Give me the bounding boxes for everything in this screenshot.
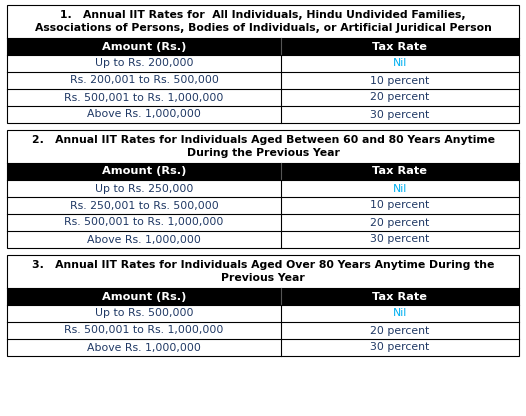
Text: Tax Rate: Tax Rate	[372, 166, 428, 176]
Text: Above Rs. 1,000,000: Above Rs. 1,000,000	[87, 109, 201, 119]
Text: Above Rs. 1,000,000: Above Rs. 1,000,000	[87, 342, 201, 352]
Text: Amount (Rs.): Amount (Rs.)	[102, 42, 186, 52]
Text: Up to Rs. 250,000: Up to Rs. 250,000	[95, 183, 193, 193]
Text: Nil: Nil	[393, 183, 407, 193]
Text: 10 percent: 10 percent	[370, 201, 430, 210]
Text: 30 percent: 30 percent	[370, 342, 430, 352]
Text: 1.   Annual IIT Rates for  All Individuals, Hindu Undivided Families,
Associatio: 1. Annual IIT Rates for All Individuals,…	[35, 10, 491, 33]
Bar	[7, 288, 519, 305]
Text: Rs. 500,001 to Rs. 1,000,000: Rs. 500,001 to Rs. 1,000,000	[64, 325, 224, 335]
Text: Nil: Nil	[393, 309, 407, 319]
Text: Above Rs. 1,000,000: Above Rs. 1,000,000	[87, 235, 201, 245]
Text: Up to Rs. 500,000: Up to Rs. 500,000	[95, 309, 193, 319]
Bar	[7, 38, 519, 55]
Text: Rs. 500,001 to Rs. 1,000,000: Rs. 500,001 to Rs. 1,000,000	[64, 92, 224, 102]
Text: 3.   Annual IIT Rates for Individuals Aged Over 80 Years Anytime During the
Prev: 3. Annual IIT Rates for Individuals Aged…	[32, 260, 494, 283]
Text: Tax Rate: Tax Rate	[372, 42, 428, 52]
Bar	[7, 130, 519, 248]
Text: Nil: Nil	[393, 59, 407, 69]
Text: 30 percent: 30 percent	[370, 235, 430, 245]
Text: Rs. 250,001 to Rs. 500,000: Rs. 250,001 to Rs. 500,000	[69, 201, 218, 210]
Text: 2.   Annual IIT Rates for Individuals Aged Between 60 and 80 Years Anytime
Durin: 2. Annual IIT Rates for Individuals Aged…	[32, 135, 494, 158]
Text: Rs. 500,001 to Rs. 1,000,000: Rs. 500,001 to Rs. 1,000,000	[64, 218, 224, 228]
Bar	[7, 163, 519, 180]
Bar	[7, 255, 519, 356]
Text: Up to Rs. 200,000: Up to Rs. 200,000	[95, 59, 193, 69]
Bar	[7, 5, 519, 123]
Text: 20 percent: 20 percent	[370, 92, 430, 102]
Text: 10 percent: 10 percent	[370, 75, 430, 86]
Text: Rs. 200,001 to Rs. 500,000: Rs. 200,001 to Rs. 500,000	[69, 75, 218, 86]
Text: Amount (Rs.): Amount (Rs.)	[102, 292, 186, 302]
Text: 20 percent: 20 percent	[370, 325, 430, 335]
Text: 30 percent: 30 percent	[370, 109, 430, 119]
Text: Amount (Rs.): Amount (Rs.)	[102, 166, 186, 176]
Text: Tax Rate: Tax Rate	[372, 292, 428, 302]
Text: 20 percent: 20 percent	[370, 218, 430, 228]
